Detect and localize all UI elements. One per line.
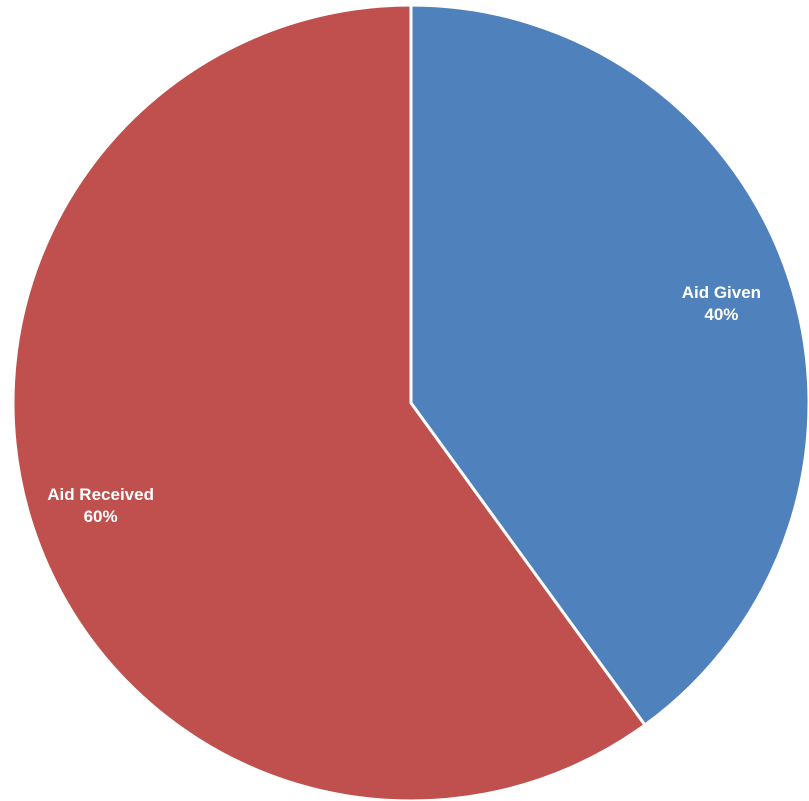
pie-slice-aid-received	[11, 3, 647, 801]
slice-label-value: 60%	[84, 507, 118, 526]
pie-labels: Aid Given 40% Aid Received 60%	[47, 283, 761, 526]
pie-slice-aid-given	[409, 3, 809, 727]
slice-label-name: Aid Given	[682, 283, 761, 302]
pie-slices	[11, 3, 809, 801]
slice-label-value: 40%	[704, 305, 738, 324]
slice-label-name: Aid Received	[47, 485, 154, 504]
